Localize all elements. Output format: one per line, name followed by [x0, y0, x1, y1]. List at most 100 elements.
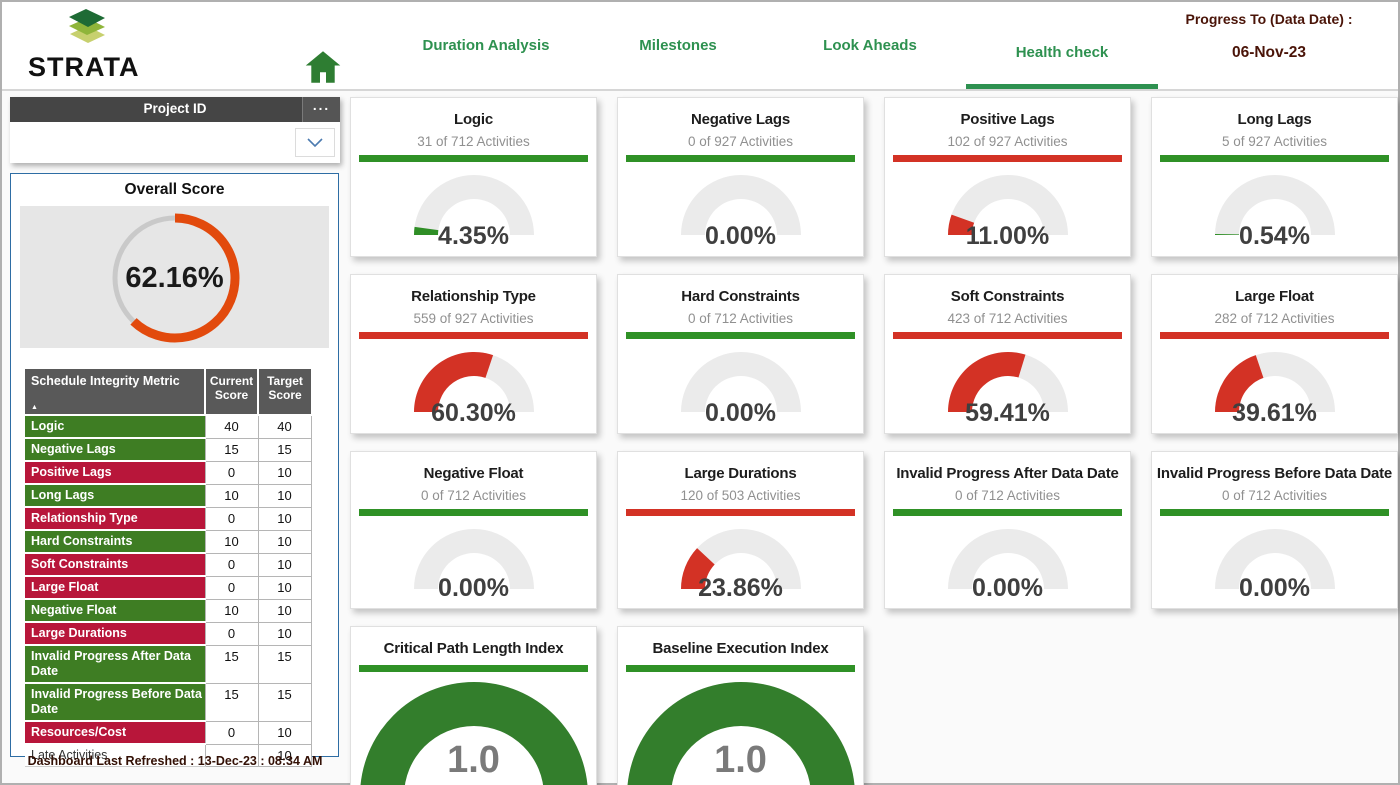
current-score-cell: 0: [204, 460, 259, 485]
status-bar: [359, 509, 588, 516]
metric-row-large-durations[interactable]: Large Durations 0 10: [25, 621, 312, 646]
card-subtitle: 0 of 712 Activities: [1221, 488, 1328, 503]
gauge-card-logic[interactable]: Logic 31 of 712 Activities 4.35%: [350, 97, 597, 257]
gauge-card-long-lags[interactable]: Long Lags 5 of 927 Activities 0.54%: [1151, 97, 1398, 257]
status-bar: [1160, 332, 1389, 339]
current-score-cell: 0: [204, 720, 259, 745]
semicircle-gauge: [923, 527, 1093, 590]
gauge-value: 60.30%: [431, 399, 516, 427]
tab-look-aheads[interactable]: Look Aheads: [823, 37, 917, 54]
target-score-cell: 40: [257, 414, 312, 439]
metric-row-invalid-progress-after-data-date[interactable]: Invalid Progress After Data Date 15 15: [25, 644, 312, 684]
target-score-cell: 15: [257, 644, 312, 684]
col-current-score[interactable]: Current Score: [204, 369, 258, 416]
semicircle-gauge: [621, 681, 861, 785]
gauge-card-invalid-progress-after-data-date[interactable]: Invalid Progress After Data Date 0 of 712…: [884, 451, 1131, 609]
semicircle-gauge: [1190, 173, 1360, 236]
col-metric[interactable]: Schedule Integrity Metric ▲: [25, 369, 205, 416]
gauge-card-large-float[interactable]: Large Float 282 of 712 Activities 39.61%: [1151, 274, 1398, 434]
metric-name: Invalid Progress Before Data Date: [25, 683, 205, 722]
status-bar: [1160, 509, 1389, 516]
card-title: Soft Constraints: [950, 288, 1065, 305]
card-title: Negative Lags: [690, 111, 791, 128]
col-metric-label: Schedule Integrity Metric: [31, 374, 180, 388]
gauge-card-large-durations[interactable]: Large Durations 120 of 503 Activities 23.8…: [617, 451, 864, 609]
project-id-dropdown[interactable]: [10, 122, 340, 163]
integrity-table: Schedule Integrity Metric ▲ Current Scor…: [25, 369, 312, 767]
card-subtitle: 282 of 712 Activities: [1214, 311, 1335, 326]
metric-row-logic[interactable]: Logic 40 40: [25, 414, 312, 439]
strata-logo-icon: [69, 9, 105, 43]
metric-name: Negative Lags: [25, 438, 205, 462]
semicircle-gauge: [389, 350, 559, 413]
gauge-grid: Logic 31 of 712 Activities 4.35% Negative L…: [350, 97, 1398, 785]
gauge-card-hard-constraints[interactable]: Hard Constraints 0 of 712 Activities 0.00%: [617, 274, 864, 434]
chevron-down-icon: [295, 128, 335, 157]
target-score-cell: 10: [257, 743, 312, 767]
status-bar: [626, 665, 855, 672]
overall-score-panel: Overall Score 62.16% Schedule Integrity …: [10, 173, 339, 767]
gauge-card-critical-path-length-index[interactable]: Critical Path Length Index 1.0: [350, 626, 597, 785]
overall-score-value: 62.16%: [125, 262, 224, 294]
nav-tabs: Duration Analysis Milestones Look Aheads He…: [390, 2, 1158, 89]
status-bar: [893, 332, 1122, 339]
metric-row-relationship-type[interactable]: Relationship Type 0 10: [25, 506, 312, 531]
filter-title: Project ID: [143, 101, 207, 116]
gauge-value: 1.0: [447, 739, 500, 781]
status-bar: [626, 332, 855, 339]
metric-row-invalid-progress-before-data-date[interactable]: Invalid Progress Before Data Date 15 15: [25, 682, 312, 722]
semicircle-gauge: [923, 173, 1093, 236]
metric-row-late-activities[interactable]: Late Activities 10: [25, 743, 312, 767]
target-score-cell: 10: [257, 598, 312, 623]
status-bar: [359, 665, 588, 672]
gauge-card-negative-lags[interactable]: Negative Lags 0 of 927 Activities 0.00%: [617, 97, 864, 257]
current-score-cell: 10: [204, 529, 259, 554]
metric-row-negative-lags[interactable]: Negative Lags 15 15: [25, 437, 312, 462]
tab-milestones[interactable]: Milestones: [639, 37, 717, 54]
metric-name: Invalid Progress After Data Date: [25, 645, 205, 684]
project-id-filter: Project ID ...: [10, 97, 340, 163]
target-score-cell: 10: [257, 506, 312, 531]
more-options-icon[interactable]: ...: [302, 97, 340, 122]
card-subtitle: 120 of 503 Activities: [680, 488, 801, 503]
card-subtitle: 0 of 927 Activities: [687, 134, 794, 149]
current-score-cell: 10: [204, 598, 259, 623]
current-score-cell: [204, 743, 259, 767]
card-subtitle: 0 of 712 Activities: [420, 488, 527, 503]
semicircle-gauge: [656, 527, 826, 590]
overall-score-gauge: 62.16%: [20, 206, 329, 348]
semicircle-gauge: [389, 527, 559, 590]
tab-duration-analysis[interactable]: Duration Analysis: [422, 37, 550, 54]
metric-row-large-float[interactable]: Large Float 0 10: [25, 575, 312, 600]
integrity-table-header-row: Schedule Integrity Metric ▲ Current Scor…: [25, 369, 311, 416]
col-target-score[interactable]: Target Score: [257, 369, 311, 416]
gauge-value: 1.0: [714, 739, 767, 781]
metric-row-positive-lags[interactable]: Positive Lags 0 10: [25, 460, 312, 485]
gauge-card-positive-lags[interactable]: Positive Lags 102 of 927 Activities 11.00%: [884, 97, 1131, 257]
gauge-value: 59.41%: [965, 399, 1050, 427]
gauge-card-negative-float[interactable]: Negative Float 0 of 712 Activities 0.00%: [350, 451, 597, 609]
semicircle-gauge: [1190, 350, 1360, 413]
metric-row-hard-constraints[interactable]: Hard Constraints 10 10: [25, 529, 312, 554]
metric-name: Large Float: [25, 576, 205, 600]
metric-row-soft-constraints[interactable]: Soft Constraints 0 10: [25, 552, 312, 577]
gauge-value: 23.86%: [698, 574, 783, 602]
card-title: Logic: [454, 111, 493, 128]
metric-row-long-lags[interactable]: Long Lags 10 10: [25, 483, 312, 508]
gauge-card-soft-constraints[interactable]: Soft Constraints 423 of 712 Activities 59.…: [884, 274, 1131, 434]
gauge-card-invalid-progress-before-data-date[interactable]: Invalid Progress Before Data Date 0 of 71…: [1151, 451, 1398, 609]
gauge-card-baseline-execution-index[interactable]: Baseline Execution Index 1.0: [617, 626, 864, 785]
gauge-value: 0.00%: [1239, 574, 1310, 602]
current-score-cell: 0: [204, 552, 259, 577]
home-icon[interactable]: [305, 50, 341, 84]
card-subtitle: 0 of 712 Activities: [687, 311, 794, 326]
metric-row-resources-cost[interactable]: Resources/Cost 0 10: [25, 720, 312, 745]
card-title: Positive Lags: [960, 111, 1055, 128]
tab-health-check[interactable]: Health check: [966, 2, 1158, 89]
overall-score-ring: [112, 213, 240, 343]
semicircle-gauge: [656, 350, 826, 413]
semicircle-gauge: [354, 681, 594, 785]
card-title: Invalid Progress After Data Date: [896, 465, 1119, 482]
metric-row-negative-float[interactable]: Negative Float 10 10: [25, 598, 312, 623]
gauge-card-relationship-type[interactable]: Relationship Type 559 of 927 Activities 60…: [350, 274, 597, 434]
